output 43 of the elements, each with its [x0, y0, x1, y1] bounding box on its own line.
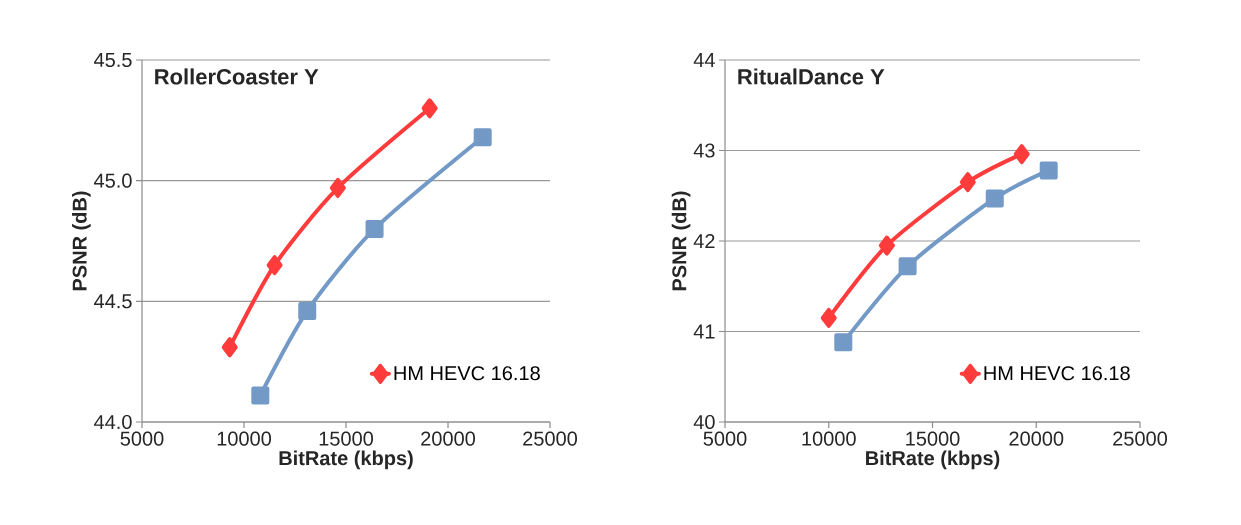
y-tick-label: 44.0: [94, 414, 132, 430]
x-tick-label: 5000: [703, 431, 747, 446]
x-tick-label: 5000: [120, 431, 164, 446]
x-tick-label: 25000: [523, 431, 578, 446]
y-tick-label: 45.0: [94, 173, 132, 188]
point: [1013, 144, 1030, 165]
point: [473, 128, 492, 147]
point: [834, 333, 853, 352]
point: [251, 386, 270, 405]
point: [266, 255, 283, 276]
point: [959, 172, 976, 193]
point: [421, 98, 438, 119]
point: [298, 301, 317, 320]
point: [820, 307, 837, 328]
y-tick-label: 43: [693, 143, 715, 158]
x-axis-title: BitRate (kbps): [866, 450, 1000, 470]
y-tick-label: 44.5: [94, 294, 132, 309]
point: [878, 235, 895, 256]
y-tick-label: 44: [693, 53, 715, 67]
point: [985, 189, 1004, 208]
x-tick-label: 10000: [802, 431, 856, 446]
chart-title: RitualDance Y: [738, 68, 885, 85]
chart-title: RollerCoaster Y: [155, 68, 319, 85]
y-tick-label: 41: [693, 324, 715, 339]
y-tick-label: 40: [693, 414, 715, 430]
x-tick-label: 10000: [217, 431, 272, 446]
y-axis-title: PSNR (dB): [72, 191, 91, 291]
legend-label: HM HEVC 16.18: [984, 366, 1130, 381]
legend-label: HM HEVC 16.18: [394, 366, 540, 381]
x-tick-label: 15000: [319, 431, 374, 446]
x-tick-label: 25000: [1113, 431, 1168, 446]
x-tick-label: 15000: [906, 431, 960, 446]
x-tick-label: 20000: [1009, 431, 1064, 446]
y-tick-label: 42: [693, 234, 715, 248]
y-axis-title: PSNR (dB): [671, 191, 691, 291]
point: [329, 177, 346, 198]
point: [1039, 161, 1058, 180]
y-tick-label: 45.5: [94, 53, 132, 67]
point: [898, 257, 917, 276]
x-axis-title: BitRate (kbps): [279, 450, 413, 470]
point: [221, 337, 238, 358]
point: [365, 219, 384, 238]
x-tick-label: 20000: [421, 431, 476, 446]
